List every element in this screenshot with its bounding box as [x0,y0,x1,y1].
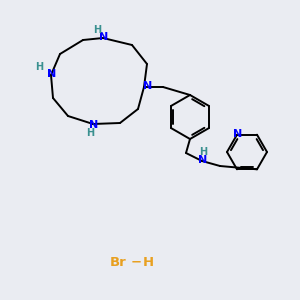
Text: H: H [35,62,43,72]
Text: H: H [93,25,101,35]
Text: N: N [89,120,99,130]
Text: H: H [86,128,94,138]
Text: −: − [130,256,142,268]
Text: N: N [198,155,208,165]
Text: Br: Br [110,256,126,268]
Text: N: N [47,69,57,79]
Text: N: N [143,81,153,91]
Text: N: N [233,129,243,139]
Text: H: H [142,256,154,268]
Text: N: N [99,32,109,42]
Text: H: H [199,147,207,157]
